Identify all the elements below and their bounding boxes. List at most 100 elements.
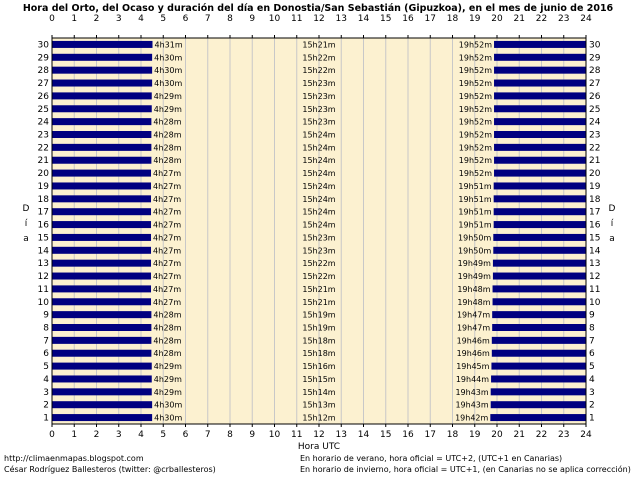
night-bar-morning [52, 246, 152, 254]
sunset-label: 19h52m [459, 156, 492, 165]
x-tick-label: 2 [94, 430, 100, 440]
day-length-label: 15h23m [302, 105, 335, 114]
day-length-label: 15h19m [302, 324, 335, 333]
sunrise-label: 4h30m [154, 79, 182, 88]
night-bar-evening [494, 131, 586, 138]
x-tick-label: 18 [447, 14, 459, 24]
footer-winter-note: En horario de invierno, hora oficial = U… [300, 464, 631, 474]
x-tick-label: 17 [425, 430, 436, 440]
sunset-label: 19h47m [457, 311, 490, 320]
night-bar-morning [52, 208, 152, 216]
day-tick-label: 16 [589, 221, 601, 231]
day-tick-label: 30 [38, 40, 50, 50]
day-tick-label: 16 [38, 221, 50, 231]
night-bar-morning [52, 298, 152, 306]
day-tick-label: 26 [589, 92, 601, 102]
x-tick-label: 16 [402, 14, 414, 24]
x-tick-label: 5 [160, 430, 166, 440]
day-length-label: 15h23m [302, 246, 335, 255]
day-tick-label: 12 [38, 272, 49, 282]
sunrise-label: 4h27m [153, 169, 181, 178]
night-bar-morning [52, 182, 152, 190]
day-length-label: 15h24m [302, 221, 335, 230]
day-tick-label: 14 [38, 246, 50, 256]
footer-summer-note: En horario de verano, hora oficial = UTC… [300, 454, 562, 463]
night-bar-morning [52, 66, 153, 74]
day-tick-label: 25 [38, 105, 49, 115]
sunset-label: 19h48m [457, 298, 490, 307]
y-axis-label-char: D [609, 204, 616, 214]
sunrise-label: 4h29m [154, 362, 182, 371]
sunrise-label: 4h27m [153, 285, 181, 294]
x-tick-label: 11 [291, 14, 302, 24]
sunset-label: 19h49m [458, 272, 491, 281]
night-bar-morning [52, 414, 153, 422]
night-bar-evening [490, 401, 586, 409]
night-bar-evening [493, 233, 586, 241]
day-tick-label: 28 [38, 66, 50, 76]
sunset-label: 19h43m [455, 388, 488, 397]
sunset-label: 19h50m [458, 246, 491, 255]
x-tick-label: 12 [313, 430, 324, 440]
x-tick-label: 7 [205, 430, 211, 440]
sunrise-label: 4h30m [154, 53, 182, 62]
night-bar-morning [52, 401, 153, 409]
day-length-label: 15h13m [302, 401, 335, 410]
night-bar-evening [494, 143, 586, 151]
day-length-label: 15h24m [302, 195, 335, 204]
day-tick-label: 19 [589, 182, 601, 192]
chart-title: Hora del Orto, del Ocaso y duración del … [23, 3, 614, 14]
day-length-label: 15h22m [302, 66, 335, 75]
x-tick-label: 5 [160, 14, 166, 24]
y-axis-label-left: Día [23, 204, 30, 244]
left-axis: 1234567891011121314151617181920212223242… [38, 40, 50, 423]
night-bar-morning [52, 156, 152, 164]
sunrise-label: 4h29m [154, 388, 182, 397]
sunrise-label: 4h28m [153, 336, 181, 345]
night-bar-evening [494, 118, 586, 126]
night-bar-evening [491, 362, 586, 370]
sunrise-label: 4h28m [153, 143, 181, 152]
night-bar-morning [52, 118, 152, 126]
day-tick-label: 11 [38, 285, 49, 295]
day-tick-label: 20 [38, 169, 50, 179]
sunrise-label: 4h28m [153, 311, 181, 320]
night-bar-evening [494, 40, 586, 48]
day-length-label: 15h15m [302, 375, 335, 384]
sunset-label: 19h52m [459, 131, 492, 140]
day-tick-label: 20 [589, 169, 601, 179]
day-tick-label: 7 [589, 336, 595, 346]
night-bar-evening [492, 285, 586, 293]
day-tick-label: 13 [38, 259, 49, 269]
day-tick-label: 1 [43, 414, 49, 424]
night-bar-morning [52, 388, 152, 396]
night-bar-morning [52, 79, 153, 87]
x-tick-label: 19 [469, 430, 481, 440]
day-length-label: 15h24m [302, 156, 335, 165]
night-bars [52, 40, 586, 422]
night-bar-evening [493, 208, 586, 216]
sunrise-label: 4h28m [153, 118, 181, 127]
day-tick-label: 3 [43, 388, 49, 398]
y-axis-label-char: í [25, 219, 28, 229]
day-length-label: 15h21m [302, 285, 335, 294]
x-tick-label: 19 [469, 14, 481, 24]
day-length-label: 15h12m [302, 414, 335, 423]
sunrise-label: 4h28m [153, 324, 181, 333]
day-tick-label: 15 [589, 233, 600, 243]
sunset-label: 19h52m [459, 143, 492, 152]
x-tick-label: 4 [138, 14, 144, 24]
day-tick-label: 21 [589, 156, 600, 166]
day-tick-label: 18 [589, 195, 601, 205]
x-tick-label: 3 [116, 14, 122, 24]
night-bar-morning [52, 375, 152, 383]
day-length-label: 15h24m [302, 208, 335, 217]
sunset-label: 19h46m [457, 349, 490, 358]
night-bar-morning [52, 53, 153, 61]
day-tick-label: 5 [589, 362, 595, 372]
day-length-label: 15h24m [302, 143, 335, 152]
night-bar-morning [52, 324, 152, 331]
y-axis-label-char: í [611, 219, 614, 229]
night-bar-morning [52, 143, 152, 151]
